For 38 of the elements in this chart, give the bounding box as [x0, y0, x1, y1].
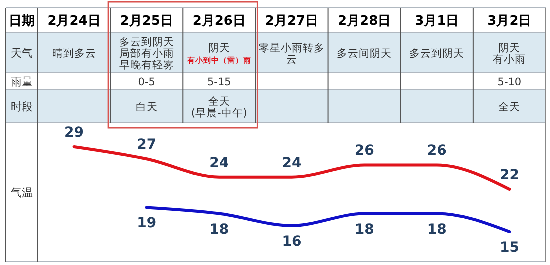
data-label: 24 — [210, 155, 230, 172]
data-label: 22 — [500, 168, 520, 184]
text: 天气 — [11, 47, 33, 60]
data-label: 24 — [282, 155, 302, 172]
text: 多云到阴天局部有小雨早晚有轻雾 — [119, 36, 174, 72]
x-tick-label: 2月26日 — [192, 14, 246, 29]
text: 晴到多云 — [52, 47, 96, 60]
data-label: 29 — [64, 125, 84, 141]
text: 0-5 — [138, 76, 156, 88]
text: 白天 — [136, 102, 158, 114]
x-tick-label: 2月28日 — [338, 14, 392, 29]
data-label: 26 — [427, 143, 447, 160]
text: 5-15 — [208, 76, 232, 88]
x-tick-label: 3月2日 — [488, 14, 532, 29]
x-tick-label: 3月1日 — [415, 14, 460, 29]
x-tick-label: 2月27日 — [265, 14, 319, 29]
text: 零星小雨转多云 — [259, 41, 325, 66]
data-label: 26 — [354, 143, 374, 160]
text: 全天 — [498, 102, 521, 114]
data-label: 15 — [500, 240, 520, 256]
text: 雨量 — [11, 76, 33, 88]
text: 时段 — [11, 100, 33, 114]
text: 5-10 — [498, 76, 522, 88]
data-label: 18 — [354, 222, 374, 238]
text: 阴天 — [208, 42, 230, 54]
text: 多云到阴天 — [410, 48, 465, 60]
data-label: 27 — [137, 137, 157, 154]
data-label: 18 — [427, 222, 447, 238]
x-tick-label: 2月25日 — [120, 14, 174, 29]
x-tick-label: 2月24日 — [48, 14, 101, 29]
data-label: 19 — [137, 216, 157, 232]
data-label: 18 — [210, 222, 230, 238]
text: 多云间阴天 — [337, 48, 392, 60]
x-axis-title: 日期 — [9, 14, 35, 29]
y-axis-title: 气温 — [11, 186, 33, 200]
text: 全天(早晨-中午) — [191, 96, 248, 120]
data-label: 16 — [282, 234, 302, 250]
text: 阴天有小雨 — [493, 42, 526, 66]
